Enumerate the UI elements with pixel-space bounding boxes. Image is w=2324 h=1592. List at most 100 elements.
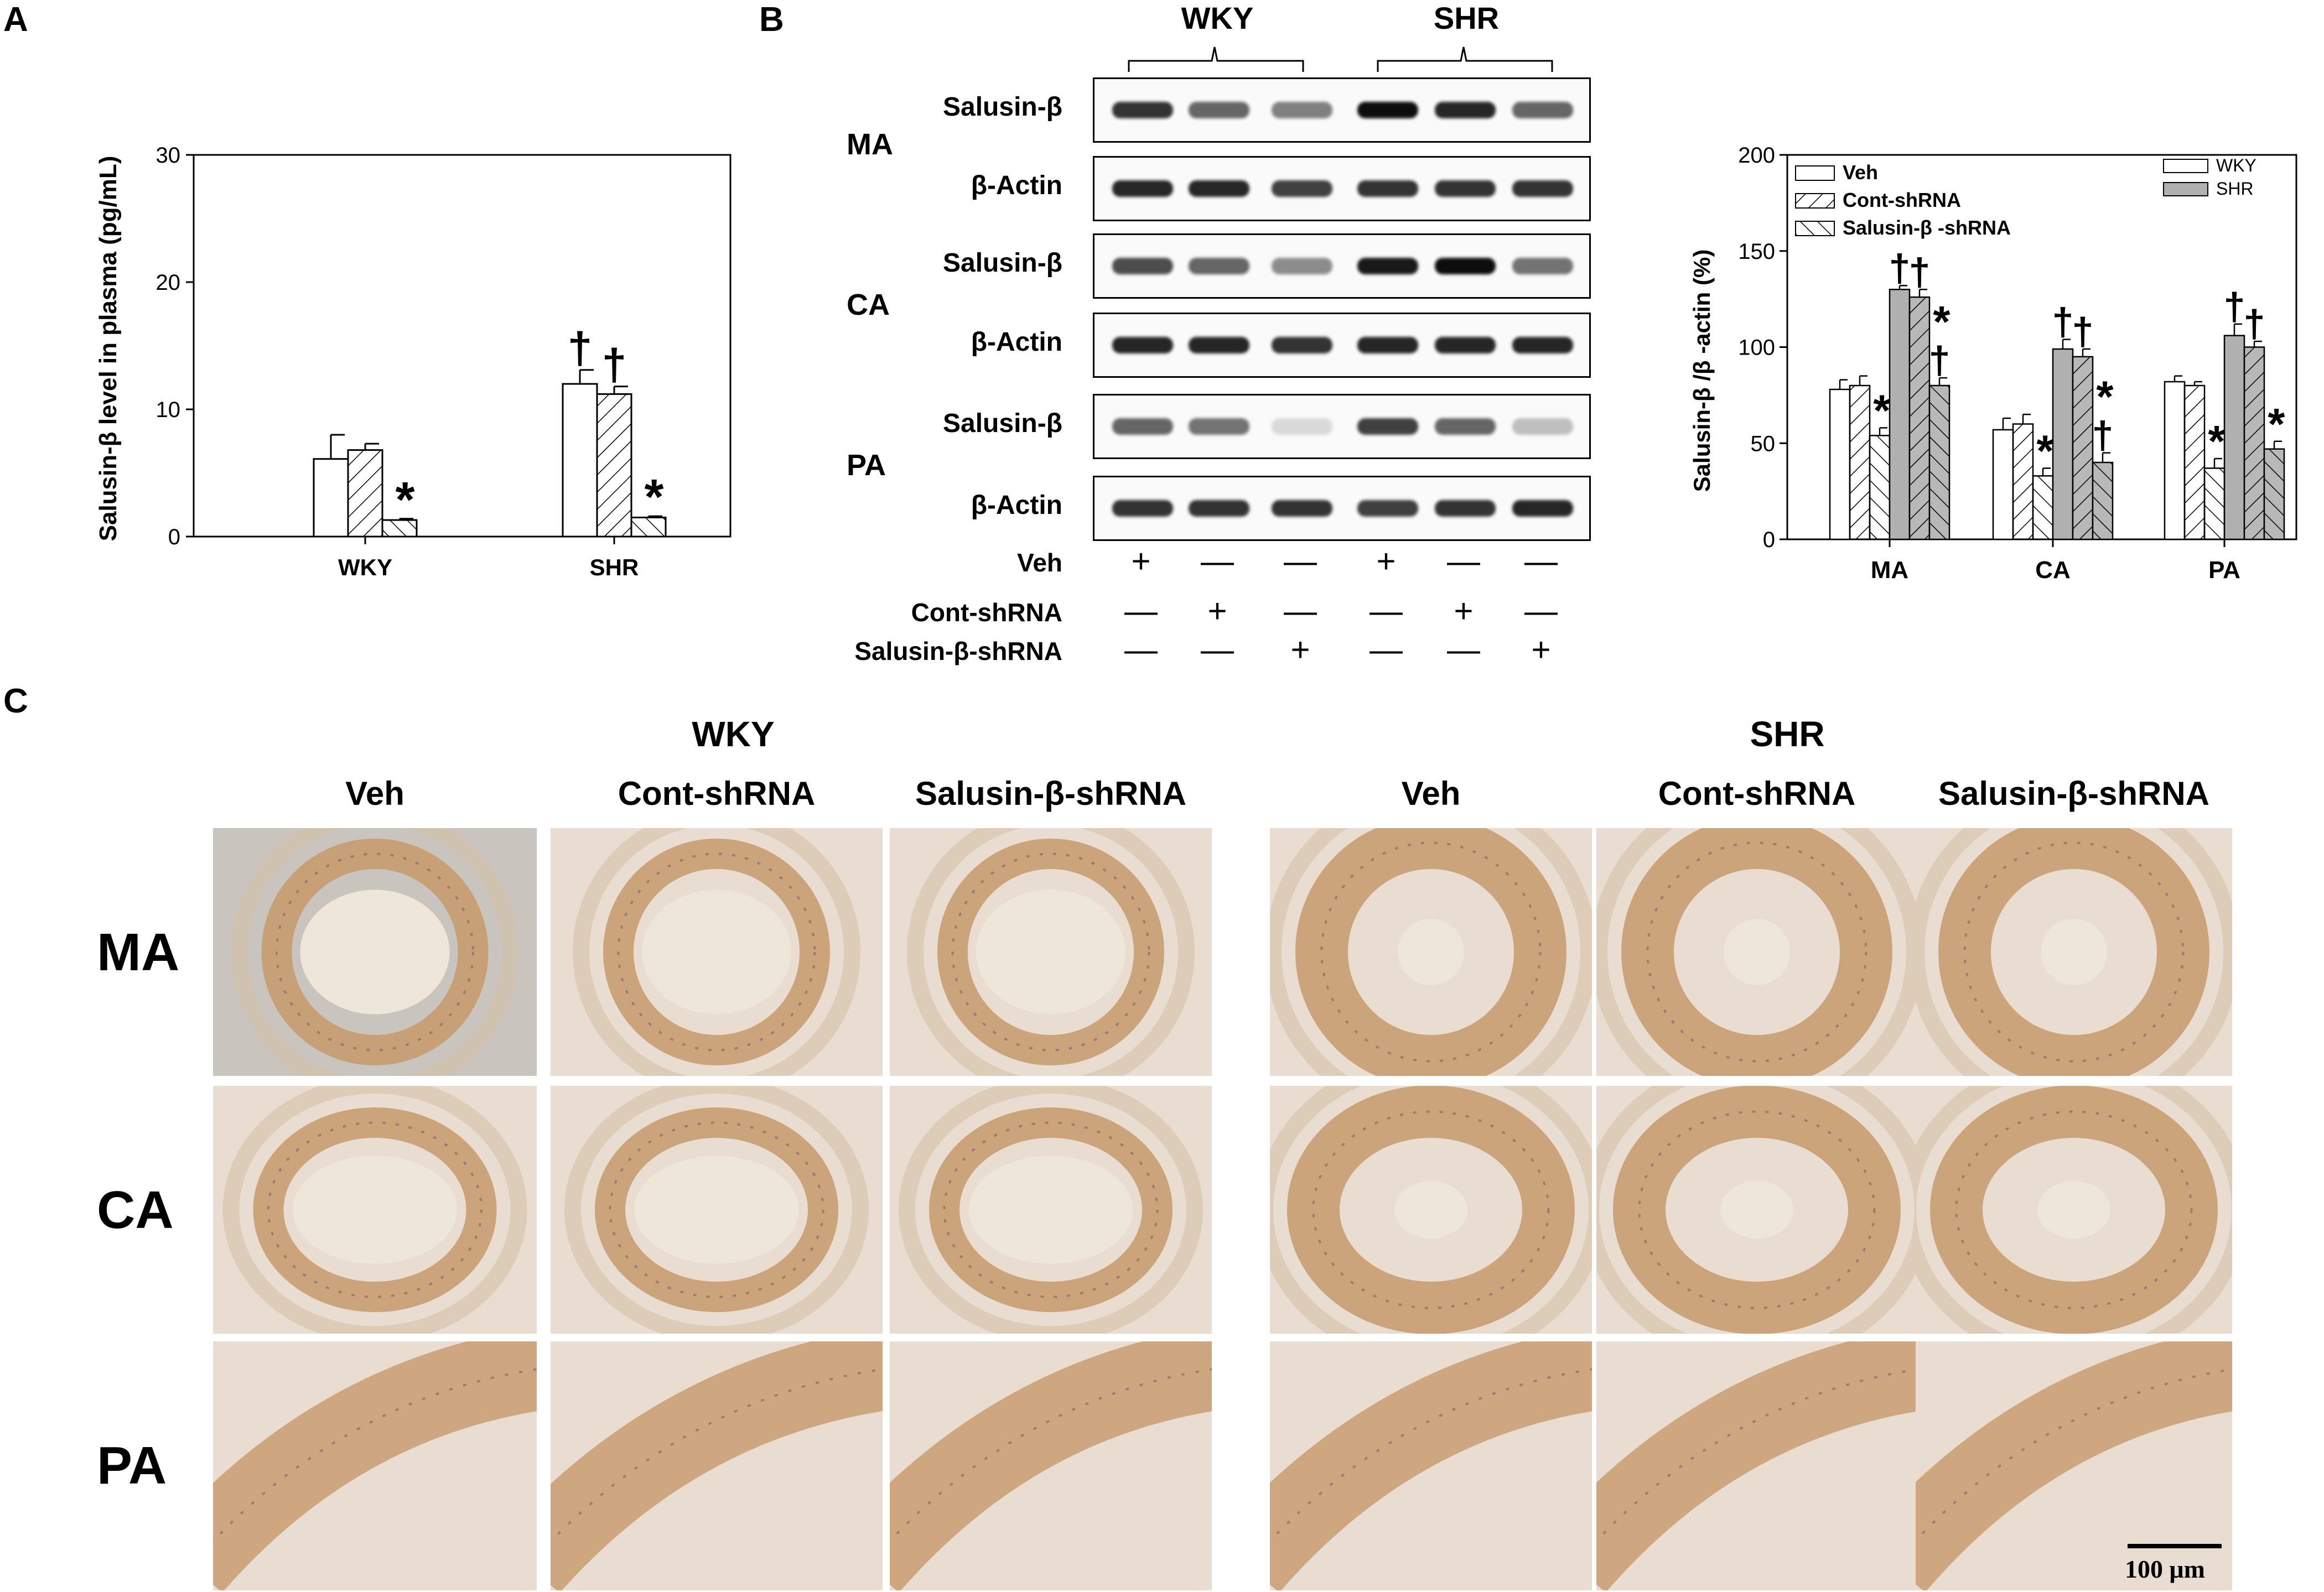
- panel-letter-b: B: [759, 1, 784, 39]
- scale-bar-label: 100 μm: [2125, 1555, 2205, 1583]
- bar: [1908, 296, 1931, 540]
- bar: [1889, 289, 1911, 540]
- blot-band: [1189, 337, 1249, 353]
- blot-band: [1435, 180, 1496, 197]
- significance-dagger: †: [568, 324, 593, 373]
- treatment-sign: —: [1524, 543, 1558, 580]
- treatment-sign: —: [1447, 631, 1480, 668]
- group-header: WKY: [692, 714, 775, 754]
- micrograph: [213, 828, 537, 1076]
- vessel-section-image: [1270, 1086, 1592, 1334]
- blot-band: [1357, 418, 1418, 435]
- vessel-section-image: [1916, 1086, 2232, 1334]
- blot-band: [1512, 102, 1573, 118]
- legend-swatch: [2163, 182, 2208, 196]
- band-label: β-Actin: [971, 491, 1062, 520]
- significance-dagger: †: [2224, 285, 2245, 328]
- micrograph: [551, 1086, 883, 1334]
- legend-swatch: [1795, 221, 1835, 236]
- blot-band: [1272, 500, 1332, 517]
- y-tick-label: 150: [1738, 240, 1775, 264]
- blot-band: [1435, 337, 1496, 353]
- blot-band: [1272, 258, 1332, 274]
- blot-band: [1512, 180, 1573, 197]
- western-blot: WKY SHR Salusin-β β-Actin Salusin-β β-Actin Sa…: [764, 0, 1616, 686]
- vessel-section-image: [1596, 828, 1917, 1076]
- legend-swatch: [2163, 159, 2208, 173]
- band-label: Salusin-β: [943, 409, 1062, 438]
- significance-star: *: [395, 472, 414, 528]
- tissue-label: CA: [847, 288, 890, 321]
- blot-band: [1512, 418, 1573, 435]
- treatment-sign: —: [1201, 631, 1234, 668]
- group-brace: [1128, 46, 1304, 72]
- treatment-label: Veh: [1017, 548, 1062, 577]
- bar: [2203, 467, 2226, 540]
- tissue-label: PA: [847, 449, 886, 482]
- row-header: CA: [97, 1180, 174, 1240]
- significance-star: *: [2208, 417, 2226, 466]
- panel-b-chart: Salusin-β /β -actin (%) 050100150200*†††…: [1689, 143, 2297, 584]
- column-header: Salusin-β-shRNA: [1938, 775, 2209, 812]
- band-label: β-Actin: [971, 171, 1062, 200]
- blot-band: [1435, 418, 1496, 435]
- treatment-label: Salusin-β-shRNA: [854, 637, 1062, 665]
- legend-label: WKY: [2216, 155, 2256, 175]
- column-header: Veh: [1401, 775, 1461, 812]
- treatment-sign: +: [1290, 631, 1310, 668]
- y-tick-label: 30: [156, 143, 181, 168]
- vessel-section-image: [1270, 1341, 1592, 1590]
- blot-band: [1272, 102, 1332, 118]
- micrograph: [890, 1341, 1212, 1590]
- micrograph: [1596, 1341, 1917, 1590]
- blot-band: [1435, 500, 1496, 517]
- bar: [2223, 335, 2245, 540]
- bar: [2092, 461, 2114, 540]
- blot-strip: [1093, 233, 1591, 299]
- bar: [2183, 384, 2206, 540]
- bar: [1869, 435, 1891, 540]
- vessel-section-image: [231, 828, 519, 1076]
- micrograph: [1916, 1086, 2232, 1334]
- blot-band: [1112, 500, 1173, 517]
- legend-swatch: [1795, 193, 1835, 209]
- bar: [381, 519, 418, 538]
- blot-band: [1512, 500, 1573, 517]
- significance-star: *: [644, 470, 663, 525]
- micrograph: [1916, 828, 2232, 1076]
- micrograph: [890, 1086, 1212, 1334]
- band-label: Salusin-β: [943, 92, 1062, 122]
- x-tick-label: MA: [1871, 556, 1908, 584]
- panel-a-chart: Salusin-β level in plasma (pg/mL) 0 10 20 3…: [95, 143, 732, 580]
- bar: [1928, 384, 1950, 540]
- immunostaining-panel: WKY SHR Veh Cont-shRNA Salusin-β-shRNA Veh Con…: [0, 691, 2324, 1592]
- y-tick-label: 100: [1738, 336, 1775, 360]
- blot-band: [1357, 500, 1418, 517]
- micrograph: [213, 1341, 537, 1590]
- micrograph: [1916, 1341, 2232, 1590]
- significance-star: *: [1873, 386, 1891, 435]
- legend-label: Cont-shRNA: [1843, 189, 1961, 211]
- significance-star: *: [1933, 297, 1950, 346]
- blot-strip: [1093, 313, 1591, 378]
- blot-group-label: SHR: [1433, 1, 1500, 35]
- vessel-section-image: [213, 1341, 537, 1590]
- significance-dagger: †: [2072, 310, 2094, 353]
- vessel-section-image: [551, 1341, 883, 1590]
- treatment-sign: —: [1370, 592, 1403, 629]
- micrograph: [1270, 1086, 1592, 1334]
- vessel-section-image: [573, 828, 860, 1076]
- treatment-sign: —: [1370, 631, 1403, 668]
- treatment-sign: —: [1201, 543, 1234, 580]
- bar: [1849, 384, 1871, 540]
- bar: [2164, 381, 2186, 540]
- blot-band: [1189, 258, 1249, 274]
- blot-band: [1435, 102, 1496, 118]
- micrograph: [1270, 1341, 1592, 1590]
- group-header: SHR: [1750, 714, 1825, 754]
- blot-band: [1357, 102, 1418, 118]
- treatment-sign: +: [1531, 631, 1551, 668]
- blot-band: [1272, 337, 1332, 353]
- treatment-label: Cont-shRNA: [911, 598, 1062, 627]
- vessel-section-image: [222, 1086, 527, 1334]
